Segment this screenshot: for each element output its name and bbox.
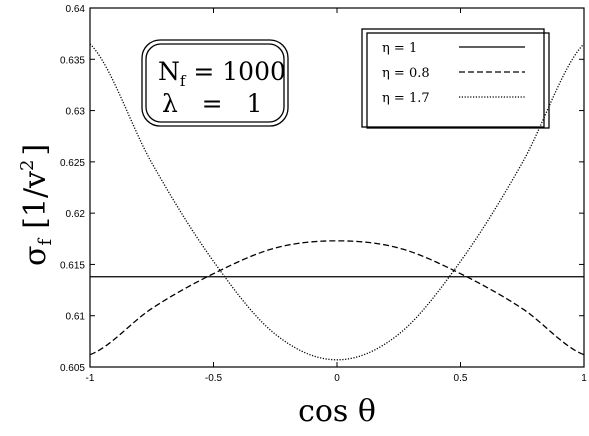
params-line-1: Nf = 1000 (158, 57, 286, 90)
y-axis-units-exponent: 2 (17, 160, 38, 171)
legend-label-1: η = 1 (382, 41, 417, 56)
params-n-value: = 1000 (185, 57, 285, 86)
y-tick-label: 0.635 (60, 55, 85, 66)
y-tick-label: 0.615 (60, 260, 85, 271)
params-annotation: Nf = 1000 λ = 1 (141, 39, 289, 127)
y-tick-label: 0.62 (66, 209, 86, 220)
y-axis-units: [1/v (18, 171, 53, 229)
series-layer (89, 43, 585, 361)
legend-label-3: η = 1.7 (382, 91, 430, 106)
legend: η = 1 η = 0.8 η = 1.7 (361, 28, 550, 129)
params-line-2: λ = 1 (162, 89, 262, 118)
params-n-subscript: f (180, 72, 187, 90)
legend-box-outer (361, 28, 545, 128)
x-tick-label: 0 (334, 373, 340, 384)
ticks-layer: -1 -0.5 0 0.5 1 0.605 0.61 0.615 0.62 0.625 0.63 0.… (60, 4, 587, 384)
y-axis-units-close: ] (18, 144, 53, 156)
params-box-inner (145, 43, 285, 123)
y-tick-label: 0.61 (66, 312, 86, 323)
x-axis-title: cos θ (298, 394, 376, 429)
y-axis-symbol: σ (18, 246, 53, 266)
x-tick-label: -1 (86, 373, 95, 384)
y-axis-title: σf [1/v2] (17, 144, 56, 266)
series-line-2 (89, 240, 585, 356)
params-n-symbol: N (158, 57, 180, 86)
legend-box-inner (366, 32, 550, 129)
y-axis-subscript: f (35, 238, 56, 246)
legend-label-2: η = 0.8 (382, 66, 430, 81)
y-tick-label: 0.64 (66, 4, 86, 15)
y-tick-label: 0.605 (60, 363, 85, 374)
params-box-outer (141, 39, 289, 127)
x-tick-label: -0.5 (205, 373, 223, 384)
y-tick-label: 0.625 (60, 158, 85, 169)
x-tick-label: 1 (581, 373, 587, 384)
legend-entries: η = 1 η = 0.8 η = 1.7 (382, 41, 525, 106)
series-line-3 (89, 43, 585, 361)
y-tick-label: 0.63 (66, 107, 86, 118)
x-tick-label: 0.5 (454, 373, 468, 384)
